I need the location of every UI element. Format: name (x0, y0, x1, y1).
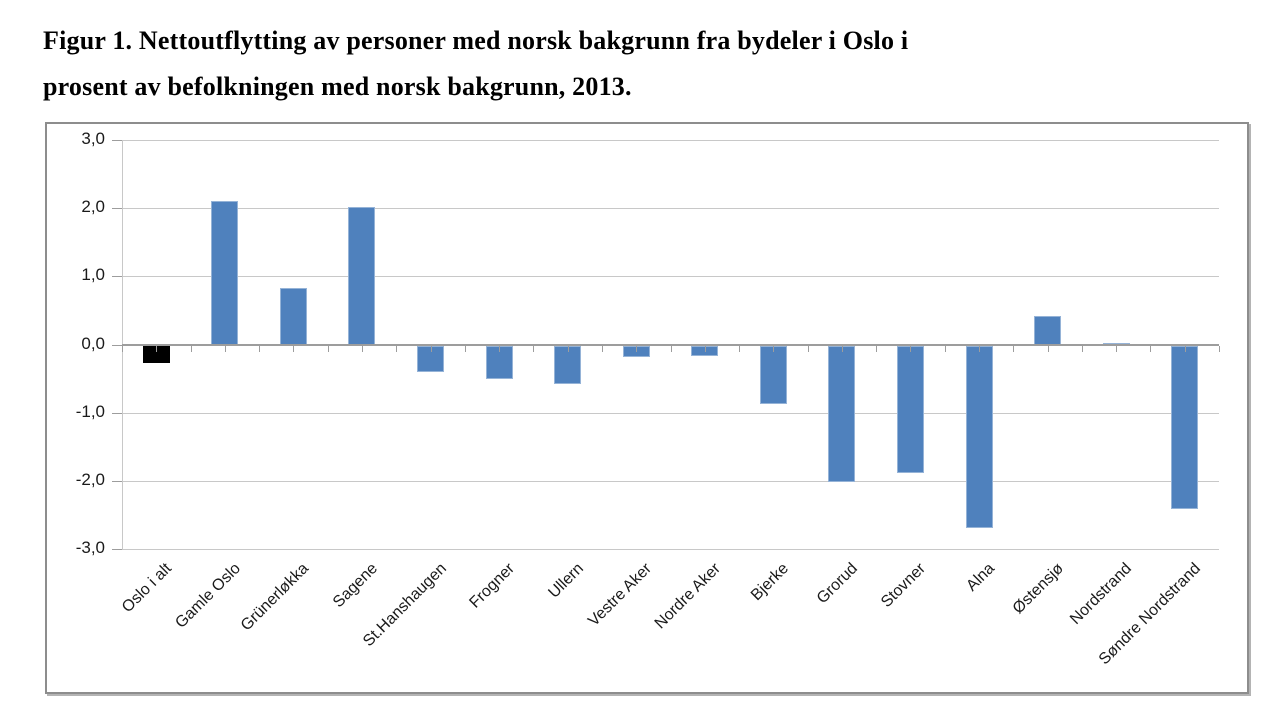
bar-ullern (554, 345, 582, 384)
bar-grünerløkka (279, 287, 307, 345)
bar-alna (965, 345, 993, 529)
x-axis-line (122, 343, 1219, 346)
x-axis-tick (190, 345, 192, 352)
x-axis-tick (156, 345, 158, 352)
y-tick-label: 3,0 (81, 129, 105, 148)
y-axis-tick (112, 344, 122, 346)
bar-bjerke (759, 345, 787, 404)
x-axis-tick (1150, 345, 1152, 352)
x-axis-tick (224, 345, 226, 352)
x-axis-tick (430, 345, 432, 352)
x-axis-tick (464, 345, 466, 352)
chart-frame: 3,0 2,0 1,0 0,0 -1,0 -2,0 -3,0 Oslo i alt Gamle … (45, 122, 1249, 694)
gridline (122, 208, 1219, 210)
x-axis-tick (396, 345, 398, 352)
gridline (122, 481, 1219, 482)
y-tick-label: -2,0 (75, 470, 105, 489)
x-axis-tick (841, 345, 843, 352)
x-axis-tick (807, 345, 809, 352)
gridline (122, 549, 1219, 551)
x-axis-tick (773, 345, 775, 352)
x-axis-tick (944, 345, 946, 352)
x-axis-tick (876, 345, 878, 352)
y-axis-tick (112, 549, 122, 551)
plot-area: 3,0 2,0 1,0 0,0 -1,0 -2,0 -3,0 Oslo i alt Gamle … (47, 124, 1247, 692)
y-tick-label: 1,0 (81, 265, 105, 285)
x-axis-tick (704, 345, 706, 352)
x-axis-tick (499, 345, 501, 352)
bar-søndre-nordstrand (1171, 345, 1199, 510)
gridline (122, 276, 1219, 278)
x-axis-tick (636, 345, 638, 352)
x-label-oslo-i-alt: Oslo i alt (119, 560, 176, 617)
x-axis-tick (910, 345, 912, 352)
x-axis-tick (1047, 345, 1049, 352)
bar-stovner (896, 345, 924, 474)
figure-title-line-1: Figur 1. Nettoutflytting av personer med… (43, 26, 909, 55)
y-tick-label: -3,0 (75, 538, 105, 558)
bar-oslo-i-alt (142, 345, 170, 363)
x-axis-tick (567, 345, 569, 352)
x-axis-tick (1184, 345, 1186, 352)
x-axis-tick (1219, 345, 1220, 352)
x-axis-tick (259, 345, 261, 352)
x-axis-tick (670, 345, 672, 352)
x-axis-tick (979, 345, 981, 352)
gridline (122, 412, 1219, 414)
y-axis-tick (112, 481, 122, 482)
figure-title: Figur 1. Nettoutflytting av personer med… (43, 18, 1233, 110)
x-axis-tick (361, 345, 363, 352)
x-axis-tick (327, 345, 329, 352)
x-axis-tick (601, 345, 603, 352)
x-axis-tick (533, 345, 535, 352)
y-tick-label: -1,0 (75, 401, 105, 421)
gridline (122, 140, 1219, 141)
x-axis-tick (122, 345, 123, 352)
y-axis-tick (112, 276, 122, 278)
y-axis-tick (112, 412, 122, 414)
x-axis-tick (293, 345, 295, 352)
y-axis-tick (112, 208, 122, 210)
bar-sagene (348, 206, 376, 345)
figure-title-line-2: prosent av befolkningen med norsk bakgru… (43, 72, 632, 101)
bar-østensjø (1034, 315, 1062, 345)
x-axis-tick (739, 345, 741, 352)
x-axis-tick (1013, 345, 1015, 352)
y-tick-label: 0,0 (81, 333, 105, 353)
x-axis-tick (1081, 345, 1083, 352)
bar-grorud (828, 345, 856, 482)
x-axis-tick (1116, 345, 1118, 352)
y-axis-tick (112, 140, 122, 141)
y-tick-label: 2,0 (81, 197, 105, 217)
bar-gamle-oslo (211, 201, 239, 345)
